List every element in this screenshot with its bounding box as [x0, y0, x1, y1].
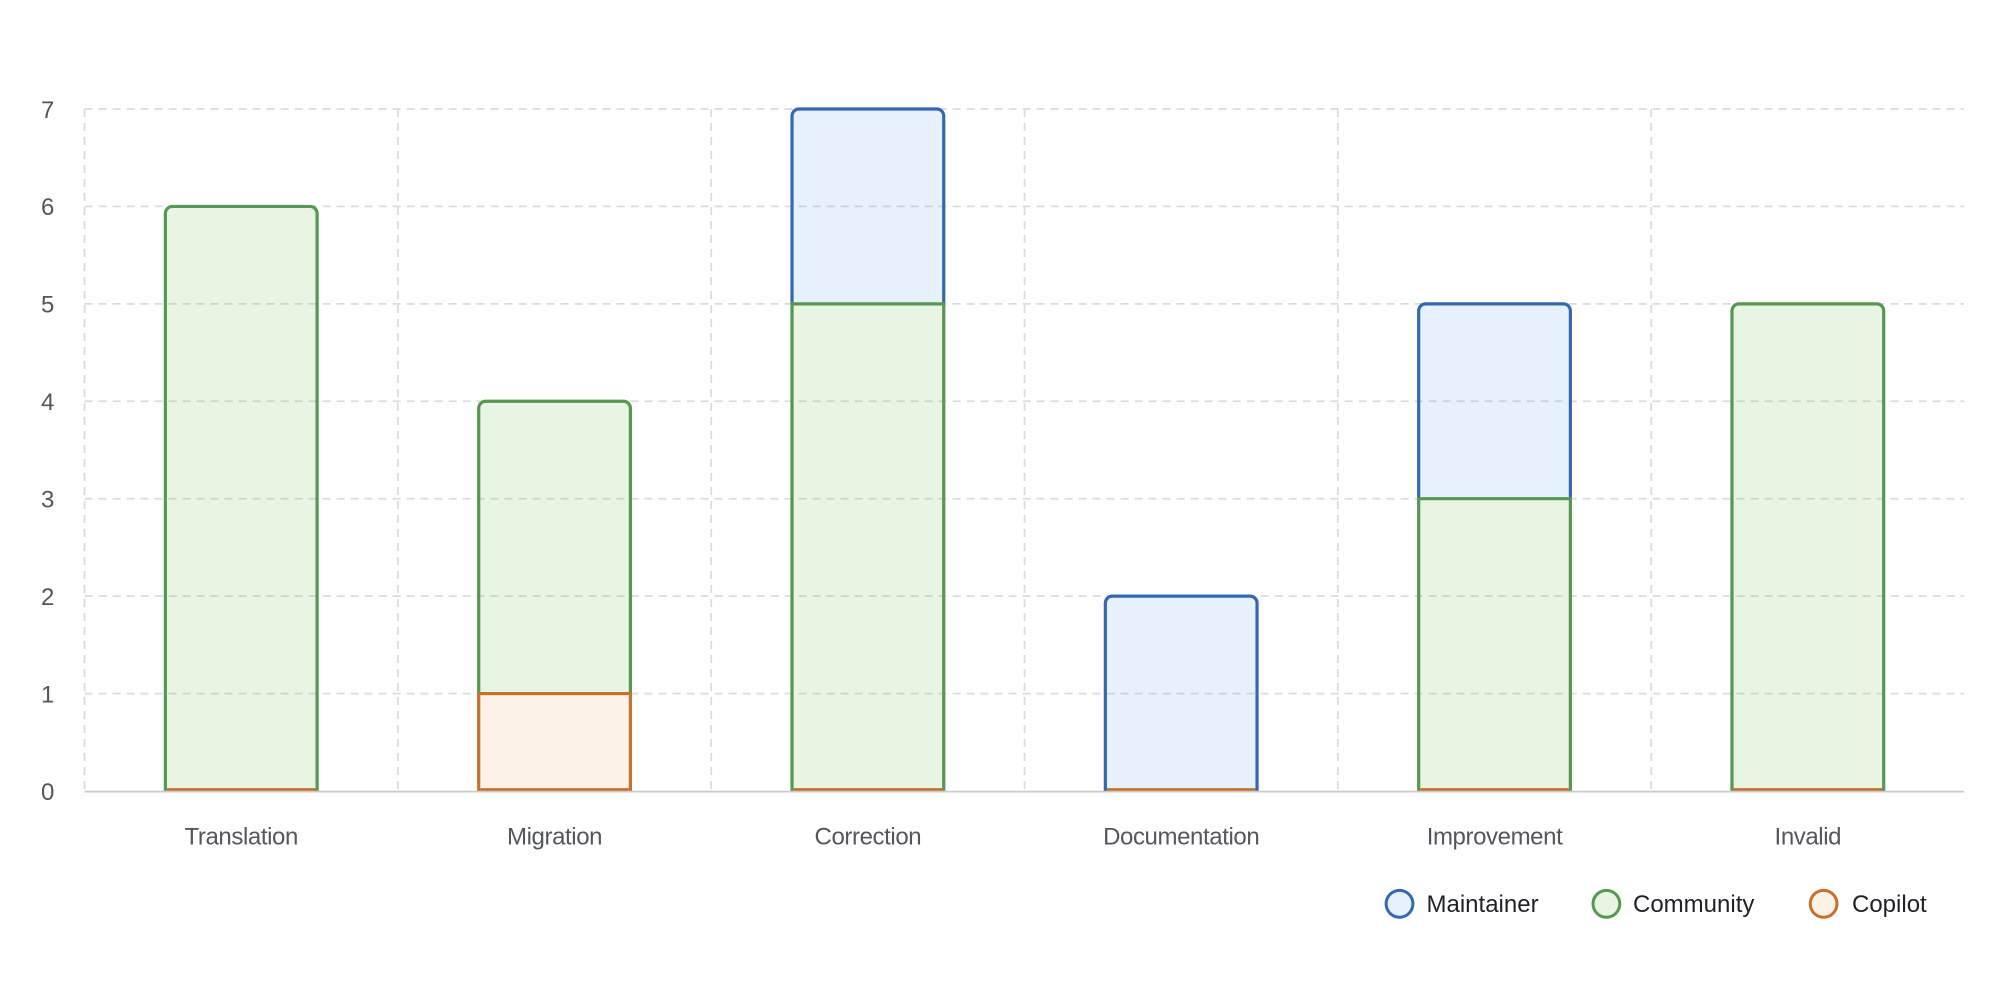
svg-text:0: 0 [41, 779, 54, 806]
svg-text:4: 4 [41, 389, 54, 416]
svg-text:Migration: Migration [507, 824, 602, 851]
svg-text:Invalid: Invalid [1775, 824, 1842, 851]
svg-text:5: 5 [41, 292, 54, 319]
svg-text:Community: Community [1633, 891, 1754, 918]
svg-text:Maintainer: Maintainer [1427, 891, 1539, 918]
svg-text:Correction: Correction [815, 824, 922, 851]
svg-text:6: 6 [41, 194, 54, 221]
svg-text:3: 3 [41, 487, 54, 514]
svg-text:1: 1 [41, 681, 54, 708]
svg-text:Documentation: Documentation [1103, 824, 1259, 851]
svg-text:Copilot: Copilot [1852, 891, 1927, 918]
svg-text:2: 2 [41, 584, 54, 611]
svg-text:Translation: Translation [185, 824, 298, 851]
svg-text:7: 7 [41, 97, 54, 124]
svg-text:Improvement: Improvement [1427, 824, 1563, 851]
